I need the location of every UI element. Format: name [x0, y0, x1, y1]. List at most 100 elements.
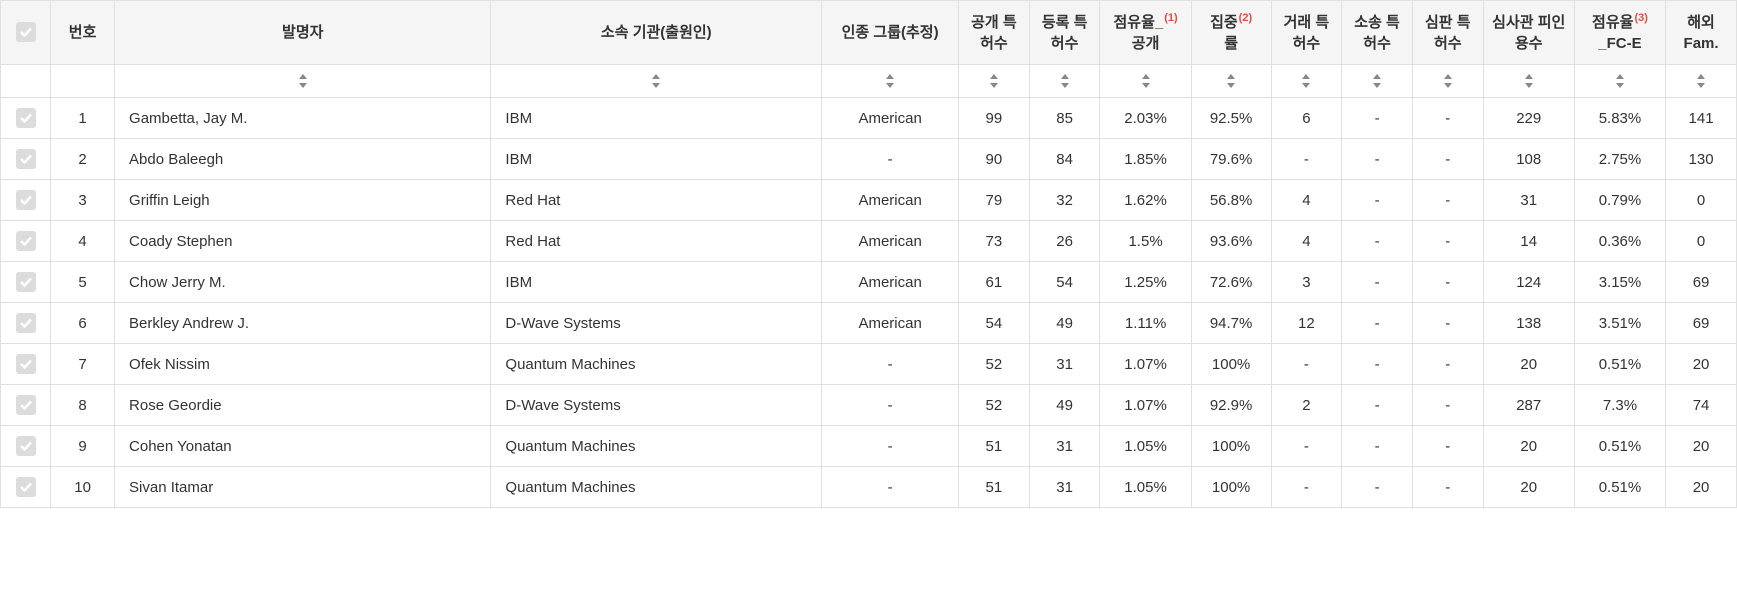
- cell-lit: -: [1342, 385, 1413, 426]
- cell-inventor: Berkley Andrew J.: [115, 303, 491, 344]
- cell-org: Red Hat: [491, 221, 822, 262]
- table-row[interactable]: 2Abdo BaleeghIBM-90841.85%79.6%---1082.7…: [1, 139, 1737, 180]
- table-row[interactable]: 3Griffin LeighRed HatAmerican79321.62%56…: [1, 180, 1737, 221]
- cell-trial: -: [1412, 139, 1483, 180]
- cell-cite: 124: [1483, 262, 1574, 303]
- cell-share1: 1.05%: [1100, 426, 1191, 467]
- filter-lit[interactable]: [1342, 65, 1413, 98]
- filter-share1[interactable]: [1100, 65, 1191, 98]
- row-checkbox-cell[interactable]: [1, 385, 51, 426]
- row-checkbox[interactable]: [16, 272, 36, 292]
- cell-fam: 74: [1666, 385, 1737, 426]
- sort-conc[interactable]: [1200, 71, 1263, 91]
- cell-reg: 54: [1029, 262, 1100, 303]
- table-row[interactable]: 9Cohen YonatanQuantum Machines-51311.05%…: [1, 426, 1737, 467]
- row-checkbox[interactable]: [16, 231, 36, 251]
- row-checkbox-cell[interactable]: [1, 180, 51, 221]
- sort-trial[interactable]: [1421, 71, 1475, 91]
- header-select-all[interactable]: [1, 1, 51, 65]
- cell-conc: 72.6%: [1191, 262, 1271, 303]
- row-checkbox-cell[interactable]: [1, 262, 51, 303]
- cell-lit: -: [1342, 303, 1413, 344]
- header-inventor[interactable]: 발명자: [115, 1, 491, 65]
- row-checkbox[interactable]: [16, 149, 36, 169]
- row-checkbox-cell[interactable]: [1, 139, 51, 180]
- row-checkbox[interactable]: [16, 108, 36, 128]
- cell-fam: 20: [1666, 344, 1737, 385]
- row-checkbox-cell[interactable]: [1, 303, 51, 344]
- row-checkbox[interactable]: [16, 190, 36, 210]
- cell-conc: 92.9%: [1191, 385, 1271, 426]
- row-checkbox-cell[interactable]: [1, 221, 51, 262]
- header-reg[interactable]: 등록 특허수: [1029, 1, 1100, 65]
- filter-fam[interactable]: [1666, 65, 1737, 98]
- table-row[interactable]: 5Chow Jerry M.IBMAmerican61541.25%72.6%3…: [1, 262, 1737, 303]
- cell-group: American: [822, 180, 959, 221]
- table-row[interactable]: 10Sivan ItamarQuantum Machines-51311.05%…: [1, 467, 1737, 508]
- sort-fam[interactable]: [1674, 71, 1728, 91]
- cell-pub: 90: [959, 139, 1030, 180]
- cell-no: 5: [51, 262, 115, 303]
- filter-cite[interactable]: [1483, 65, 1574, 98]
- sort-cite[interactable]: [1492, 71, 1566, 91]
- cell-org: D-Wave Systems: [491, 303, 822, 344]
- header-conc[interactable]: 집중(2)률: [1191, 1, 1271, 65]
- cell-cite: 31: [1483, 180, 1574, 221]
- sort-share1[interactable]: [1108, 71, 1182, 91]
- row-checkbox[interactable]: [16, 354, 36, 374]
- sort-lit[interactable]: [1350, 71, 1404, 91]
- sort-pub[interactable]: [967, 71, 1021, 91]
- sort-trade[interactable]: [1280, 71, 1334, 91]
- filter-trial[interactable]: [1412, 65, 1483, 98]
- row-checkbox[interactable]: [16, 436, 36, 456]
- row-checkbox[interactable]: [16, 395, 36, 415]
- select-all-checkbox[interactable]: [16, 22, 36, 42]
- sort-org[interactable]: [499, 71, 813, 91]
- cell-no: 6: [51, 303, 115, 344]
- header-cite[interactable]: 심사관 피인용수: [1483, 1, 1574, 65]
- table-row[interactable]: 4Coady StephenRed HatAmerican73261.5%93.…: [1, 221, 1737, 262]
- cell-pub: 51: [959, 426, 1030, 467]
- cell-org: Red Hat: [491, 180, 822, 221]
- table-row[interactable]: 1Gambetta, Jay M.IBMAmerican99852.03%92.…: [1, 98, 1737, 139]
- sort-group[interactable]: [830, 71, 950, 91]
- cell-share1: 1.5%: [1100, 221, 1191, 262]
- sort-share2[interactable]: [1583, 71, 1657, 91]
- row-checkbox-cell[interactable]: [1, 426, 51, 467]
- table-row[interactable]: 7Ofek NissimQuantum Machines-52311.07%10…: [1, 344, 1737, 385]
- table-row[interactable]: 6Berkley Andrew J.D-Wave SystemsAmerican…: [1, 303, 1737, 344]
- filter-org[interactable]: [491, 65, 822, 98]
- sort-inventor[interactable]: [123, 71, 482, 91]
- row-checkbox-cell[interactable]: [1, 467, 51, 508]
- filter-share2[interactable]: [1574, 65, 1665, 98]
- cell-pub: 52: [959, 344, 1030, 385]
- header-pub[interactable]: 공개 특허수: [959, 1, 1030, 65]
- header-org[interactable]: 소속 기관(출원인): [491, 1, 822, 65]
- cell-lit: -: [1342, 221, 1413, 262]
- row-checkbox-cell[interactable]: [1, 98, 51, 139]
- header-trade[interactable]: 거래 특허수: [1271, 1, 1342, 65]
- header-trial[interactable]: 심판 특허수: [1412, 1, 1483, 65]
- row-checkbox-cell[interactable]: [1, 344, 51, 385]
- filter-reg[interactable]: [1029, 65, 1100, 98]
- filter-group[interactable]: [822, 65, 959, 98]
- header-group[interactable]: 인종 그룹(추정): [822, 1, 959, 65]
- cell-org: IBM: [491, 98, 822, 139]
- row-checkbox[interactable]: [16, 313, 36, 333]
- cell-lit: -: [1342, 426, 1413, 467]
- row-checkbox[interactable]: [16, 477, 36, 497]
- header-share1[interactable]: 점유율_(1)공개: [1100, 1, 1191, 65]
- filter-trade[interactable]: [1271, 65, 1342, 98]
- header-lit[interactable]: 소송 특허수: [1342, 1, 1413, 65]
- cell-inventor: Sivan Itamar: [115, 467, 491, 508]
- filter-conc[interactable]: [1191, 65, 1271, 98]
- filter-inventor[interactable]: [115, 65, 491, 98]
- sort-reg[interactable]: [1038, 71, 1092, 91]
- header-fam[interactable]: 해외 Fam.: [1666, 1, 1737, 65]
- header-share2[interactable]: 점유율(3)_FC-E: [1574, 1, 1665, 65]
- header-share1-pre: 점유율_: [1113, 14, 1163, 31]
- table-row[interactable]: 8Rose GeordieD-Wave Systems-52491.07%92.…: [1, 385, 1737, 426]
- header-no[interactable]: 번호: [51, 1, 115, 65]
- cell-trial: -: [1412, 467, 1483, 508]
- filter-pub[interactable]: [959, 65, 1030, 98]
